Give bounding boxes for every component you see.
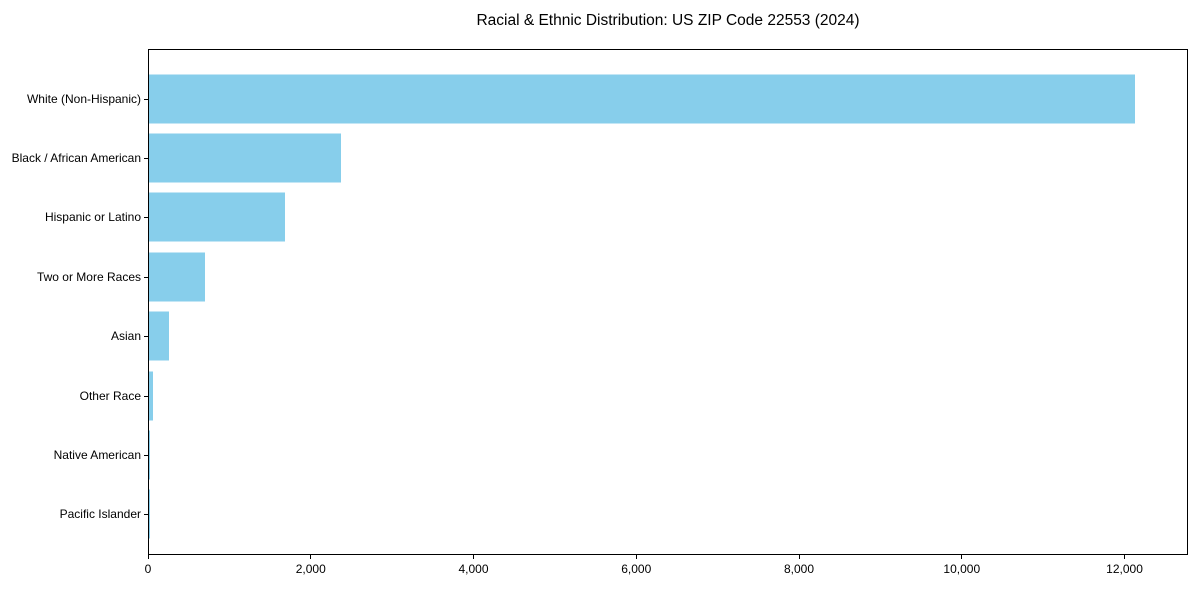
x-tick-mark: [473, 555, 474, 559]
chart-title: Racial & Ethnic Distribution: US ZIP Cod…: [476, 12, 860, 29]
x-tick-mark: [798, 555, 800, 559]
chart-row-black-african-american: Black / African American: [12, 128, 1187, 187]
x-tick-label-2-000: 2,000: [295, 562, 326, 576]
plot-area: White (Non-Hispanic) Black / African Amer…: [12, 49, 1188, 555]
y-tick-mark: [144, 336, 148, 338]
y-axis-label-black-african-american: Black / African American: [11, 151, 141, 166]
y-tick-mark: [144, 514, 148, 516]
x-tick-label-10-000: 10,000: [943, 562, 981, 576]
x-tick-mark: [147, 555, 149, 559]
y-axis-label-native-american: Native American: [53, 448, 141, 463]
bar-native-american: [149, 430, 151, 480]
x-tick-label-4-000: 4,000: [458, 562, 489, 576]
y-tick-mark: [144, 276, 148, 278]
bar-hispanic-or-latino: [149, 192, 285, 242]
x-tick-mark: [1124, 555, 1126, 559]
chart-row-pacific-islander: Pacific Islander: [60, 485, 1187, 544]
bar-black-african-american: [149, 133, 341, 183]
y-tick-mark: [144, 217, 148, 219]
x-axis: 0 2,000 4,000 6,000 8,000 10,000 12,000: [144, 555, 1188, 585]
y-axis-label-pacific-islander: Pacific Islander: [59, 507, 141, 522]
y-axis-label-hispanic-or-latino: Hispanic or Latino: [44, 210, 141, 225]
x-tick-mark: [961, 555, 963, 559]
x-tick-label-6-000: 6,000: [621, 562, 652, 576]
y-axis-label-asian: Asian: [110, 329, 141, 344]
bar-two-or-more-races: [149, 252, 206, 302]
chart-row-two-or-more-races: Two or More Races: [37, 247, 1187, 306]
x-tick-label-12-000: 12,000: [1106, 562, 1143, 576]
bar-asian: [149, 311, 169, 361]
bar-other-race: [149, 371, 154, 421]
x-tick-label-8-000: 8,000: [784, 562, 815, 576]
chart-row-native-american: Native American: [54, 425, 1187, 484]
x-tick-label-0: 0: [144, 562, 152, 576]
chart-row-hispanic-or-latino: Hispanic or Latino: [45, 188, 1187, 247]
x-tick-mark: [310, 555, 312, 559]
bar-white-non-hispanic: [149, 74, 1136, 124]
chart-row-other-race: Other Race: [80, 366, 1187, 425]
y-tick-mark: [144, 158, 148, 160]
y-axis-label-other-race: Other Race: [79, 388, 141, 403]
y-axis-label-white-non-hispanic: White (Non-Hispanic): [26, 91, 141, 106]
chart-row-asian: Asian: [111, 307, 1187, 366]
y-tick-mark: [144, 395, 148, 397]
y-tick-mark: [144, 98, 148, 100]
y-axis-label-two-or-more-races: Two or More Races: [36, 269, 141, 284]
chart-row-white-non-hispanic: White (Non-Hispanic): [27, 69, 1187, 128]
x-tick-mark: [635, 555, 637, 559]
y-tick-mark: [144, 455, 148, 457]
